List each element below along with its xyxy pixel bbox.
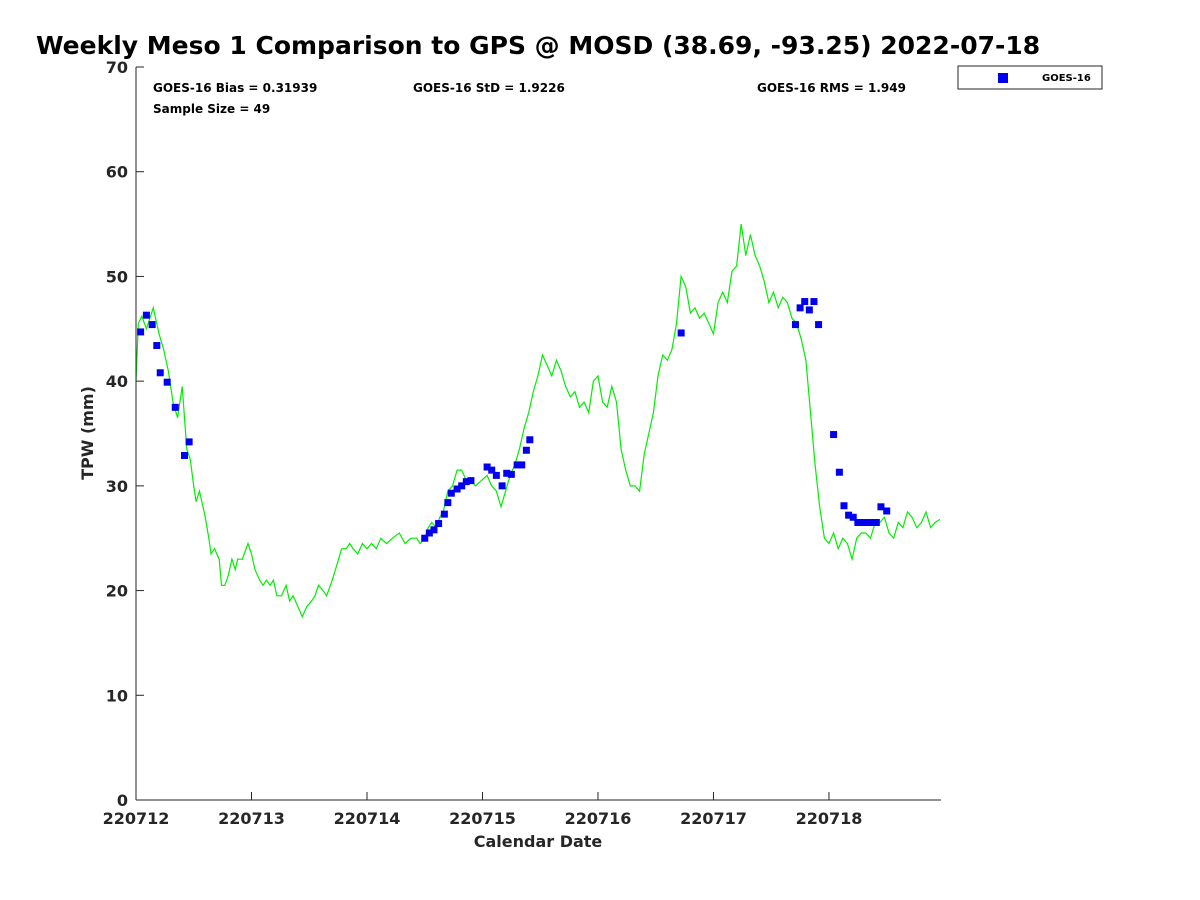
- goes-16-series: [137, 298, 891, 542]
- goes-16-point: [421, 534, 429, 542]
- goes-16-point: [137, 328, 145, 336]
- legend-marker: [998, 73, 1008, 83]
- gps-series: [135, 224, 941, 619]
- goes-16-point: [863, 519, 871, 527]
- goes-16-point: [447, 489, 455, 497]
- x-axis-label: Calendar Date: [474, 832, 603, 851]
- sample-size-stat: Sample Size = 49: [153, 102, 270, 116]
- x-tick-label: 220712: [103, 809, 170, 828]
- legend: GOES-16: [957, 65, 1103, 90]
- y-tick-label: 10: [106, 686, 128, 705]
- goes-16-point: [815, 321, 823, 329]
- y-tick-label: 60: [106, 163, 128, 182]
- goes-16-point: [171, 403, 179, 411]
- goes-16-point: [185, 438, 193, 446]
- goes-16-point: [830, 431, 838, 439]
- goes-16-point: [796, 304, 804, 312]
- goes-16-point: [840, 502, 848, 510]
- x-tick-label: 220714: [334, 809, 401, 828]
- goes-16-point: [153, 342, 161, 350]
- goes-16-point: [483, 463, 491, 471]
- goes-16-point: [854, 519, 862, 527]
- goes-16-point: [498, 482, 506, 490]
- std-stat: GOES-16 StD = 1.9226: [413, 81, 565, 95]
- goes-16-point: [444, 499, 452, 507]
- x-axis-ticks: 220712 220713 220714 220715 220716 220717 2207…: [103, 792, 863, 828]
- goes-16-point: [513, 461, 521, 469]
- x-tick-label: 220713: [218, 809, 285, 828]
- x-tick-label: 220716: [565, 809, 632, 828]
- goes-16-point: [810, 298, 818, 306]
- y-tick-label: 70: [106, 58, 128, 77]
- goes-16-point: [677, 329, 685, 337]
- goes-16-point: [435, 520, 443, 528]
- bias-stat: GOES-16 Bias = 0.31939: [153, 81, 317, 95]
- y-tick-label: 30: [106, 477, 128, 496]
- goes-16-point: [425, 529, 433, 537]
- goes-16-point: [462, 478, 470, 486]
- goes-16-point: [883, 507, 891, 515]
- goes-16-point: [868, 519, 876, 527]
- goes-16-point: [181, 451, 189, 459]
- goes-16-point: [872, 519, 880, 527]
- goes-16-point: [835, 468, 843, 476]
- y-tick-label: 40: [106, 372, 128, 391]
- goes-16-point: [148, 321, 156, 329]
- goes-16-point: [805, 306, 813, 314]
- goes-16-point: [801, 298, 809, 306]
- goes-16-point: [503, 469, 511, 477]
- x-tick-label: 220718: [796, 809, 863, 828]
- y-axis-label: TPW (mm): [78, 386, 97, 480]
- rms-stat: GOES-16 RMS = 1.949: [757, 81, 906, 95]
- y-tick-label: 20: [106, 582, 128, 601]
- chart-title: Weekly Meso 1 Comparison to GPS @ MOSD (…: [36, 31, 1040, 60]
- goes-16-point: [488, 466, 496, 474]
- plot-area: [136, 67, 941, 800]
- goes-16-point: [492, 471, 500, 479]
- y-tick-label: 0: [117, 791, 128, 810]
- goes-16-point: [858, 519, 866, 527]
- goes-16-point: [156, 369, 164, 377]
- gps-line: [135, 224, 941, 619]
- goes-16-point: [142, 311, 150, 319]
- y-tick-label: 50: [106, 267, 128, 286]
- goes-16-point: [526, 436, 534, 444]
- goes-16-point: [522, 446, 530, 454]
- legend-label: GOES-16: [1042, 73, 1091, 84]
- x-tick-label: 220715: [449, 809, 516, 828]
- goes-16-point: [791, 321, 799, 329]
- goes-16-point: [518, 461, 526, 469]
- goes-16-point: [458, 482, 466, 490]
- goes-16-point: [163, 378, 171, 386]
- goes-16-point: [845, 511, 853, 519]
- x-tick-label: 220717: [680, 809, 747, 828]
- goes-16-point: [849, 513, 857, 521]
- goes-16-point: [467, 477, 475, 485]
- legend-box: [957, 65, 1103, 90]
- goes-16-point: [430, 526, 438, 534]
- goes-16-point: [877, 503, 885, 511]
- y-axis-ticks: 0 10 20 30 40 50 60 70: [106, 58, 144, 810]
- goes-16-point: [507, 470, 515, 478]
- goes-16-point: [453, 485, 461, 493]
- goes-16-point: [440, 510, 448, 518]
